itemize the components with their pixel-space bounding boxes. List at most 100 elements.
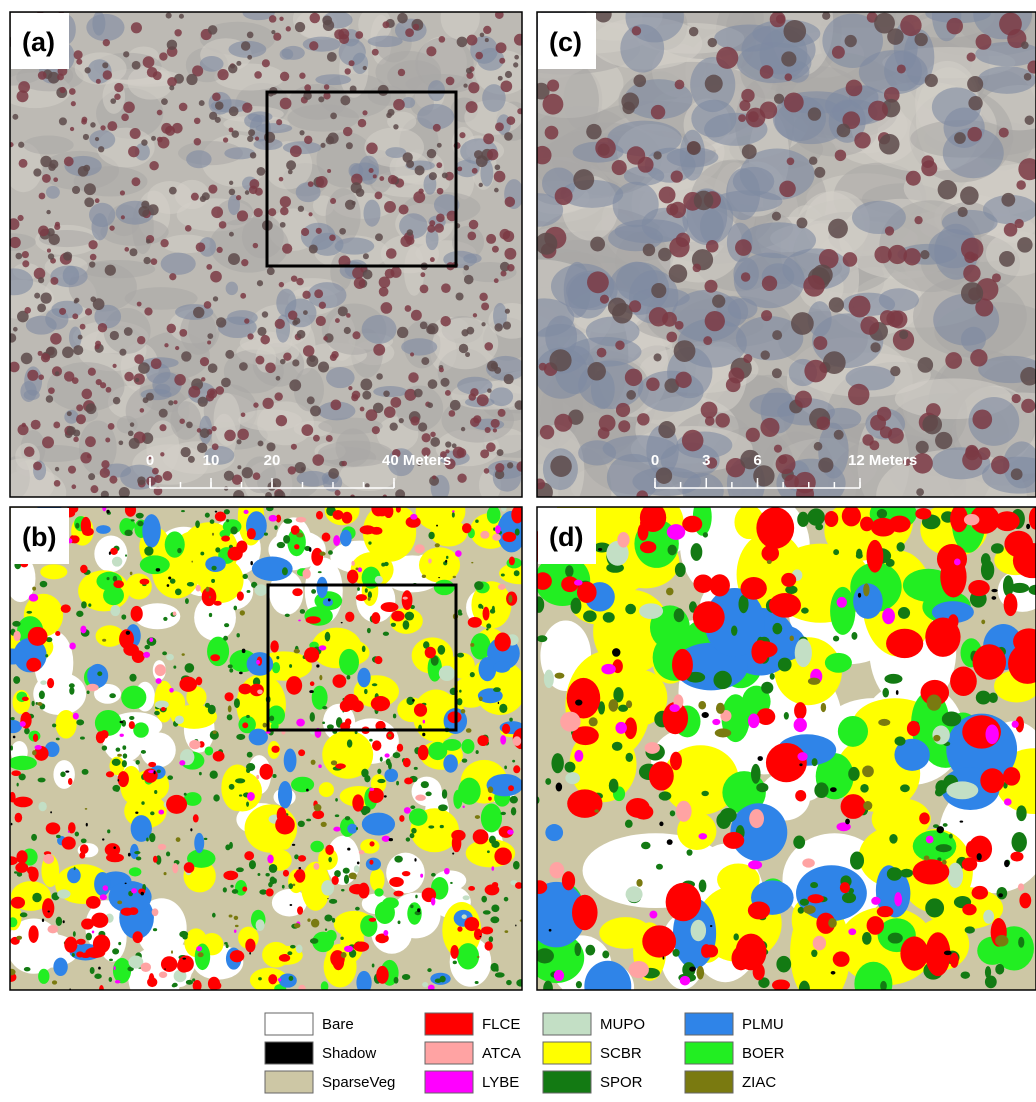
shrub-crown xyxy=(505,309,510,314)
class-patch xyxy=(141,801,144,805)
shrub-crown xyxy=(439,36,446,43)
class-patch xyxy=(278,781,292,809)
class-patch xyxy=(356,971,371,994)
shrub-crown xyxy=(420,322,428,330)
class-patch xyxy=(985,725,998,745)
class-patch xyxy=(403,758,411,767)
shrub-crown xyxy=(237,439,242,444)
shrub-crown xyxy=(257,167,266,176)
legend-label: MUPO xyxy=(600,1016,645,1033)
shrub-crown xyxy=(233,490,244,501)
shrub-crown xyxy=(495,122,504,131)
shrub-crown xyxy=(378,85,389,96)
shrub-crown xyxy=(33,462,42,471)
shrub-crown xyxy=(280,207,289,216)
shrub-crown xyxy=(130,422,134,426)
shrub-crown xyxy=(86,403,97,414)
shrub-crown xyxy=(131,22,142,33)
class-patch xyxy=(163,617,167,621)
shrub-crown xyxy=(328,468,339,479)
legend-swatch xyxy=(265,1042,313,1064)
shrub-crown xyxy=(479,183,483,187)
class-patch xyxy=(278,978,282,981)
class-patch xyxy=(76,611,83,617)
class-patch xyxy=(461,709,466,714)
figure: (a)0102040 Meters(b)(c)03612 Meters(d)Ba… xyxy=(0,0,1036,1097)
shrub-crown xyxy=(464,265,469,270)
class-patch xyxy=(790,635,794,641)
class-patch xyxy=(458,778,481,805)
class-patch xyxy=(946,781,978,799)
class-patch xyxy=(211,566,216,571)
class-patch xyxy=(699,879,707,892)
class-patch xyxy=(498,702,499,704)
scalebar-label: 10 xyxy=(203,452,220,469)
class-patch xyxy=(925,617,960,656)
class-patch xyxy=(428,532,434,539)
class-patch xyxy=(86,933,92,941)
class-patch xyxy=(848,928,856,935)
class-patch xyxy=(126,573,152,599)
class-patch xyxy=(214,601,222,606)
class-patch xyxy=(29,867,39,882)
shrub-crown xyxy=(372,49,379,56)
class-patch xyxy=(785,585,797,594)
shrub-crown xyxy=(312,454,324,466)
shrub-crown xyxy=(615,341,624,350)
shrub-crown xyxy=(505,197,515,207)
class-patch xyxy=(344,946,353,953)
class-patch xyxy=(422,982,428,987)
class-patch xyxy=(250,561,253,565)
shrub-crown xyxy=(554,414,572,432)
shrub-crown xyxy=(340,95,350,105)
class-patch xyxy=(90,967,95,974)
legend-label: ATCA xyxy=(482,1045,521,1062)
shrub-crown xyxy=(473,313,477,317)
shrub-crown xyxy=(735,239,752,256)
shrub-crown xyxy=(41,353,50,362)
shrub-crown xyxy=(418,188,423,193)
shrub-crown xyxy=(262,59,270,67)
shrub-crown xyxy=(533,146,551,164)
class-patch xyxy=(393,714,396,719)
class-patch xyxy=(205,513,210,518)
class-patch xyxy=(973,644,1006,679)
class-patch xyxy=(287,951,292,955)
class-patch xyxy=(109,959,113,962)
class-patch xyxy=(361,769,368,778)
class-patch xyxy=(795,639,812,668)
shrub-crown xyxy=(288,310,297,319)
class-patch xyxy=(1003,767,1020,786)
class-patch xyxy=(515,925,516,927)
shrub-crown xyxy=(422,433,431,442)
class-patch xyxy=(232,889,239,894)
shrub-crown xyxy=(280,222,286,228)
class-patch xyxy=(347,848,350,851)
class-patch xyxy=(74,867,76,871)
class-patch xyxy=(157,770,161,773)
class-patch xyxy=(56,917,62,926)
class-patch xyxy=(69,642,75,649)
shrub-crown xyxy=(179,103,188,112)
shrub-crown xyxy=(407,229,413,235)
class-patch xyxy=(296,945,303,954)
class-patch xyxy=(863,801,872,810)
class-patch xyxy=(68,831,70,833)
shrub-crown xyxy=(331,399,342,410)
shrub-crown xyxy=(24,307,31,314)
shrub-crown xyxy=(200,196,206,202)
class-patch xyxy=(356,594,367,601)
shrub-crown xyxy=(308,212,312,216)
shrub-crown xyxy=(217,69,228,80)
class-patch xyxy=(589,717,598,726)
shrub-crown xyxy=(427,149,436,158)
shrub-crown xyxy=(366,143,378,155)
grass-patch xyxy=(170,401,201,440)
shrub-crown xyxy=(109,476,117,484)
shrub-crown xyxy=(40,156,51,167)
class-patch xyxy=(877,906,894,917)
class-patch xyxy=(226,944,229,948)
shrub-crown xyxy=(308,181,314,187)
shrub-crown xyxy=(96,79,101,84)
class-patch xyxy=(149,638,153,642)
